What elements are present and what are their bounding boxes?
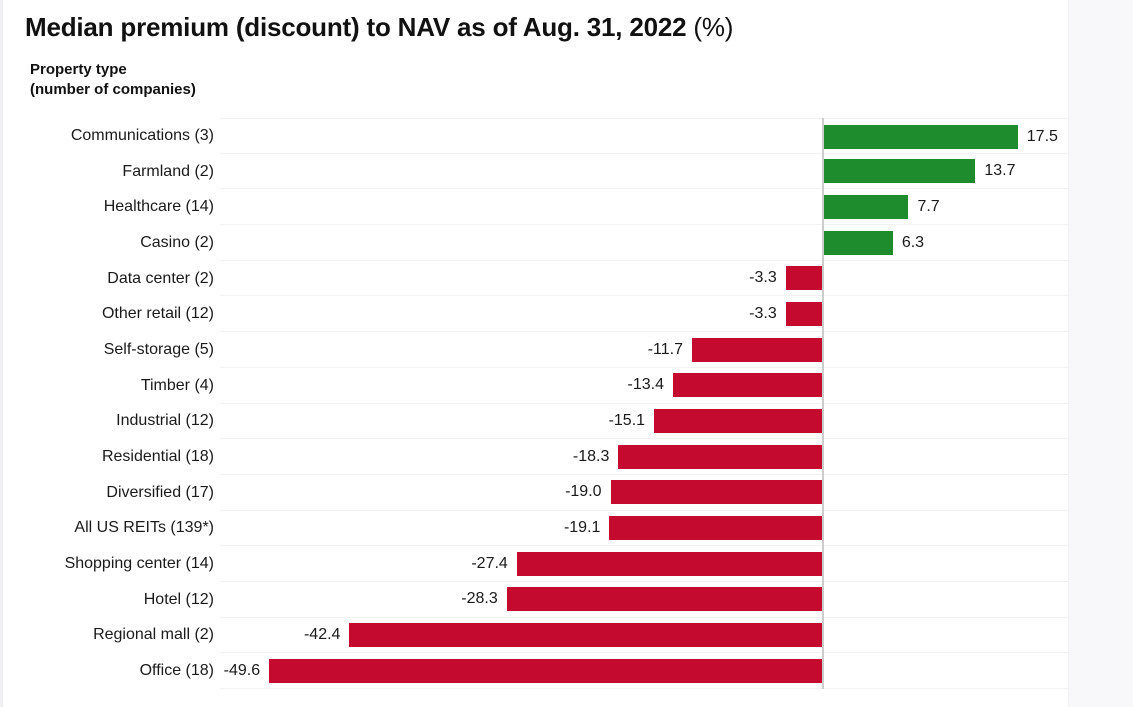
plot-cell: -49.6: [220, 653, 1068, 689]
negative-bar: [785, 266, 823, 291]
category-label: Casino (2): [140, 233, 214, 251]
negative-bar: [618, 444, 823, 469]
chart-row: Timber (4) -13.4: [25, 368, 1068, 404]
chart-row: Farmland (2) 13.7: [25, 154, 1068, 190]
axis-title-line1: Property type: [30, 61, 127, 78]
negative-bar: [654, 409, 823, 433]
plot-cell: -3.3: [220, 261, 1068, 297]
chart-title-main: Median premium (discount) to NAV as of A…: [25, 12, 687, 42]
value-label: -3.3: [749, 304, 777, 322]
chart-row: Casino (2) 6.3: [25, 225, 1068, 261]
value-label: 17.5: [1026, 127, 1058, 145]
chart-row: Residential (18) -18.3: [25, 439, 1068, 475]
value-label: -42.4: [303, 626, 341, 644]
plot-cell: -19.1: [220, 511, 1068, 547]
chart-row: Data center (2) -3.3: [25, 261, 1068, 297]
category-label: Shopping center (14): [64, 555, 214, 573]
category-label: Communications (3): [70, 126, 214, 144]
value-label: -27.4: [471, 554, 508, 572]
negative-bar: [269, 658, 823, 683]
positive-bar: [822, 230, 893, 255]
axis-title-line2: (number of companies): [30, 80, 196, 98]
negative-bar: [516, 551, 823, 576]
chart-row: Healthcare (14) 7.7: [25, 189, 1068, 226]
bar-chart: Communications (3) 17.5 Farmland (2) 13.7 He…: [25, 118, 1068, 689]
chart-row: Other retail (12) -3.3: [25, 296, 1068, 333]
category-label: All US REITs (139*): [74, 519, 214, 537]
value-label: -19.0: [565, 483, 602, 501]
value-label: -11.7: [647, 340, 683, 358]
chart-row: Self-storage (5) -11.7: [25, 332, 1068, 368]
value-label: 6.3: [901, 233, 925, 251]
plot-cell: -13.4: [220, 368, 1068, 404]
negative-bar: [610, 480, 823, 505]
zero-axis-line: [821, 118, 824, 689]
category-label: Diversified (17): [106, 483, 214, 501]
value-label: -28.3: [461, 590, 498, 608]
value-label: 13.7: [984, 162, 1016, 180]
category-label: Hotel (12): [143, 590, 214, 608]
chart-row: All US REITs (139*) -19.1: [25, 511, 1068, 547]
category-label: Other retail (12): [101, 305, 214, 323]
plot-cell: 17.5: [220, 118, 1068, 154]
chart-row: Industrial (12) -15.1: [25, 404, 1068, 440]
value-label: -49.6: [223, 661, 261, 679]
plot-cell: 13.7: [220, 154, 1068, 190]
plot-cell: -3.3: [220, 296, 1068, 333]
plot-cell: -42.4: [220, 618, 1068, 654]
negative-bar: [691, 337, 823, 362]
category-label: Residential (18): [101, 448, 214, 466]
plot-cell: -11.7: [220, 332, 1068, 368]
value-label: 7.7: [917, 197, 940, 215]
left-border-strip: [0, 0, 3, 707]
negative-bar: [506, 587, 823, 612]
chart-row: Diversified (17) -19.0: [25, 475, 1068, 511]
plot-cell: 6.3: [220, 225, 1068, 261]
value-label: -3.3: [749, 269, 777, 287]
chart-row: Regional mall (2) -42.4: [25, 618, 1068, 654]
category-label: Office (18): [139, 662, 214, 680]
positive-bar: [822, 194, 909, 219]
category-label: Self-storage (5): [103, 340, 214, 358]
category-label: Data center (2): [107, 269, 214, 287]
chart-title-unit: (%): [686, 12, 734, 42]
value-label: -18.3: [572, 447, 610, 465]
category-label: Regional mall (2): [93, 626, 214, 644]
category-axis-title: Property type (number of companies): [30, 60, 196, 100]
category-label: Timber (4): [140, 376, 214, 394]
category-label: Farmland (2): [122, 162, 214, 180]
plot-cell: -19.0: [220, 475, 1068, 511]
chart-row: Office (18) -49.6: [25, 653, 1068, 689]
plot-cell: -28.3: [220, 582, 1068, 618]
chart-title: Median premium (discount) to NAV as of A…: [25, 12, 733, 43]
chart-row: Shopping center (14) -27.4: [25, 546, 1068, 582]
negative-bar: [673, 373, 823, 398]
value-label: -19.1: [563, 519, 601, 537]
positive-bar: [822, 124, 1018, 149]
value-label: -15.1: [608, 412, 646, 429]
plot-cell: -15.1: [220, 404, 1068, 440]
chart-row: Communications (3) 17.5: [25, 118, 1068, 154]
plot-cell: 7.7: [220, 189, 1068, 226]
negative-bar: [349, 623, 823, 648]
category-label: Healthcare (14): [103, 198, 214, 216]
category-label: Industrial (12): [116, 412, 214, 430]
positive-bar: [822, 159, 976, 184]
value-label: -13.4: [627, 376, 665, 394]
plot-cell: -27.4: [220, 546, 1068, 582]
plot-cell: -18.3: [220, 439, 1068, 475]
chart-row: Hotel (12) -28.3: [25, 582, 1068, 618]
negative-bar: [785, 301, 823, 326]
negative-bar: [609, 516, 823, 541]
right-margin-band: [1068, 0, 1133, 707]
